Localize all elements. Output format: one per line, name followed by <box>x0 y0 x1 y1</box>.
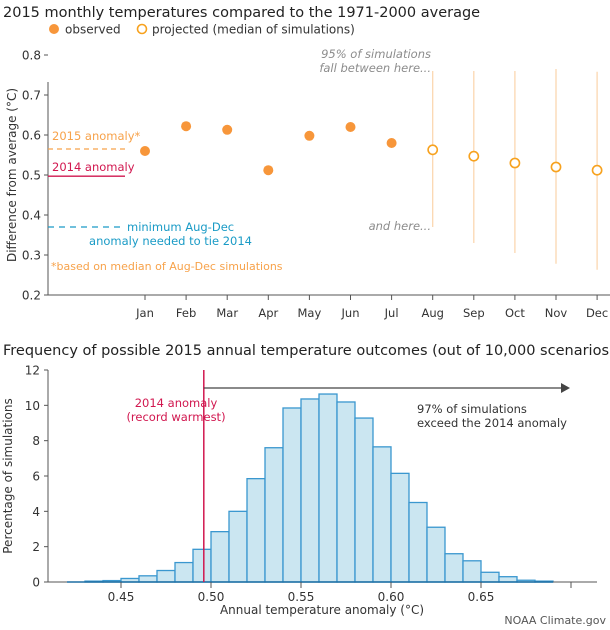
histogram-bar <box>462 560 482 583</box>
record-line-group: 2014 anomaly (record warmest) <box>126 370 570 582</box>
min-needed-label-line-1: minimum Aug-Dec <box>127 220 234 234</box>
hist-y-tick-label: 8 <box>32 434 40 448</box>
histogram-bar <box>174 561 194 583</box>
legend-projected-marker <box>136 23 148 35</box>
hist-y-tick-label: 4 <box>32 505 40 519</box>
projected-point-dec <box>591 164 603 176</box>
histogram-bar <box>138 575 158 583</box>
x-tick-label: Jul <box>384 306 399 320</box>
y-tick-label: 0.4 <box>22 209 41 223</box>
reference-lines: 2015 anomaly* 2014 anomaly minimum Aug-Dec… <box>48 129 252 248</box>
hist-x-tick-label: 0.55 <box>288 590 315 604</box>
histogram-bar <box>444 553 464 583</box>
y-tick-label: 0.6 <box>22 129 41 143</box>
x-tick-label: Nov <box>545 306 568 320</box>
histogram-bar <box>246 477 266 583</box>
observed-point-feb <box>181 121 192 132</box>
histogram-bar <box>336 401 356 583</box>
histogram-bar <box>282 407 302 583</box>
x-tick-label: Oct <box>505 306 525 320</box>
observed-point-may <box>304 130 315 141</box>
x-tick-label: Apr <box>258 306 278 320</box>
x-tick-label: Jun <box>341 306 360 320</box>
histogram-bar <box>264 447 284 583</box>
histogram-bar <box>192 548 212 583</box>
observed-point-apr <box>263 165 274 176</box>
arrow-head-icon <box>561 383 570 393</box>
credit: NOAA Climate.gov <box>504 614 606 627</box>
x-tick-label: Dec <box>586 306 608 320</box>
data-points <box>140 121 603 176</box>
histogram-bar <box>318 393 338 583</box>
monthly-temperature-chart: 2015 monthly temperatures compared to th… <box>3 5 610 320</box>
x-tick-label: Feb <box>176 306 196 320</box>
top-chart-title: 2015 monthly temperatures compared to th… <box>3 5 480 21</box>
hist-x-tick-label: 0.60 <box>378 590 405 604</box>
x-tick-label: Sep <box>463 306 485 320</box>
hist-y-tick-label: 6 <box>32 470 40 484</box>
projected-point-sep <box>468 150 480 162</box>
histogram-bar <box>210 531 230 583</box>
hist-x-tick-label: 0.50 <box>198 590 225 604</box>
histogram-bar <box>300 398 320 583</box>
projected-point-aug <box>427 144 439 156</box>
histogram-bar <box>390 472 410 583</box>
annotations: 95% of simulations fall between here... … <box>51 47 431 273</box>
observed-point-jul <box>386 138 397 148</box>
histogram-bar <box>228 510 248 583</box>
histogram-bar <box>156 569 176 583</box>
exceed-annotation-line-2: exceed the 2014 anomaly <box>417 416 567 430</box>
y-tick-label: 0.8 <box>22 49 41 63</box>
x-tick-label: Jan <box>135 306 154 320</box>
bottom-chart-title: Frequency of possible 2015 annual temper… <box>3 343 610 359</box>
record-line-label-line-2: (record warmest) <box>126 410 225 424</box>
histogram-bar <box>426 526 446 583</box>
top-chart-y-axis-label: Difference from average (°C) <box>5 88 19 262</box>
observed-point-mar <box>222 124 233 135</box>
legend: observed projected (median of simulation… <box>49 23 355 37</box>
histogram-bars <box>84 393 554 583</box>
legend-observed-marker <box>49 24 59 34</box>
projection-ranges <box>432 69 598 270</box>
y-tick-label: 0.2 <box>22 289 41 303</box>
range-bottom-annotation: and here... <box>369 219 431 233</box>
y-tick-label: 0.3 <box>22 249 41 263</box>
histogram-bar <box>354 417 374 583</box>
x-tick-label: Aug <box>421 306 443 320</box>
min-needed-label-line-2: anomaly needed to tie 2014 <box>89 234 252 248</box>
observed-point-jun <box>345 122 356 132</box>
bottom-chart-x-axis-label: Annual temperature anomaly (°C) <box>220 603 424 617</box>
observed-point-jan <box>140 146 150 156</box>
hist-x-tick-label: 0.65 <box>468 590 495 604</box>
record-line-label-line-1: 2014 anomaly <box>135 396 218 410</box>
y-tick-label: 0.5 <box>22 169 41 183</box>
x-tick-label: May <box>298 306 322 320</box>
x-tick-label: Mar <box>216 306 238 320</box>
projected-point-nov <box>550 161 562 173</box>
bottom-chart-y-axis-label: Percentage of simulations <box>1 398 15 554</box>
hist-y-tick-label: 2 <box>32 540 40 554</box>
hist-x-tick-label: 0.45 <box>108 590 135 604</box>
histogram-bar <box>480 571 500 583</box>
histogram-bar <box>372 446 392 583</box>
hist-y-tick-label: 10 <box>25 399 40 413</box>
exceed-annotation-line-1: 97% of simulations <box>417 402 527 416</box>
legend-projected-label: projected (median of simulations) <box>152 23 355 37</box>
projected-point-oct <box>509 157 521 169</box>
top-chart-axes: 0.2 0.3 0.4 0.5 0.6 0.7 0.8 Jan Feb Mar Apr May Jun J… <box>22 49 610 320</box>
hist-y-tick-label: 12 <box>25 364 40 378</box>
histogram-bar <box>498 576 518 583</box>
y-tick-label: 0.7 <box>22 89 41 103</box>
legend-observed-label: observed <box>65 23 121 37</box>
anomaly-2014-label: 2014 anomaly <box>52 160 135 174</box>
range-top-annotation-line-1: 95% of simulations <box>321 47 431 61</box>
histogram-bar <box>408 501 428 583</box>
histogram-axes: 0 2 4 6 8 10 12 0.45 0.50 0.55 0.60 0.65 <box>25 364 597 604</box>
hist-y-tick-label: 0 <box>32 576 40 590</box>
histogram-chart: Frequency of possible 2015 annual temper… <box>1 343 610 627</box>
range-top-annotation-line-2: fall between here... <box>319 61 431 75</box>
anomaly-2015-label: 2015 anomaly* <box>52 129 141 143</box>
footnote: *based on median of Aug-Dec simulations <box>51 260 283 273</box>
